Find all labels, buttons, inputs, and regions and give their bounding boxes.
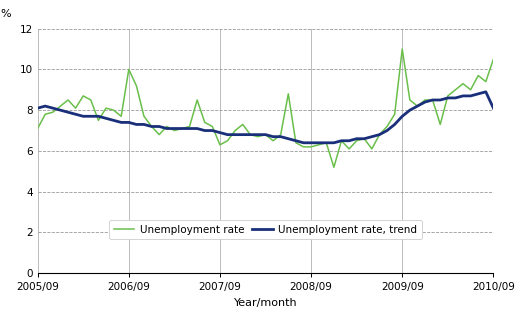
Unemployment rate, trend [35,106,41,110]
Unemployment rate [126,67,132,71]
Unemployment rate, trend [301,141,307,145]
Unemployment rate [141,115,147,118]
X-axis label: Year/month: Year/month [234,298,297,308]
Line: Unemployment rate: Unemployment rate [38,49,494,167]
Unemployment rate, trend [483,90,489,94]
Unemployment rate [331,165,337,169]
Unemployment rate, trend [316,141,322,145]
Unemployment rate, trend [437,98,443,102]
Y-axis label: %: % [1,9,11,19]
Unemployment rate, trend [194,127,200,130]
Unemployment rate [308,145,314,149]
Unemployment rate [194,98,200,102]
Unemployment rate, trend [278,135,284,139]
Line: Unemployment rate, trend: Unemployment rate, trend [38,92,494,143]
Unemployment rate [399,47,405,51]
Unemployment rate, trend [490,106,497,110]
Unemployment rate [490,57,497,61]
Unemployment rate [445,94,451,98]
Unemployment rate [278,133,284,137]
Unemployment rate, trend [141,123,147,126]
Unemployment rate, trend [126,120,132,124]
Legend: Unemployment rate, Unemployment rate, trend: Unemployment rate, Unemployment rate, tr… [110,220,421,239]
Unemployment rate [35,127,41,130]
